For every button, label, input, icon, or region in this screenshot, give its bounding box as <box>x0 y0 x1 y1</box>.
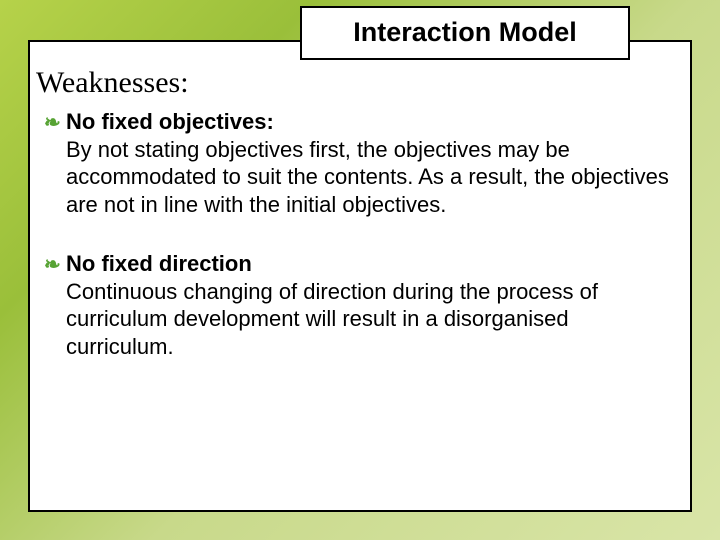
bullet-body-text: By not stating objectives first, the obj… <box>66 136 676 219</box>
bullet-head-line: ❧ No fixed objectives: <box>44 108 676 136</box>
title-plate: Interaction Model <box>300 6 630 60</box>
bullet-head-text: No fixed objectives: <box>66 108 274 136</box>
weaknesses-heading: Weaknesses: <box>36 66 189 100</box>
slide-title: Interaction Model <box>353 18 577 48</box>
bullet-item: ❧ No fixed objectives: By not stating ob… <box>44 108 676 218</box>
bullet-head-line: ❧ No fixed direction <box>44 250 676 278</box>
flourish-icon: ❧ <box>44 111 66 135</box>
body-content: ❧ No fixed objectives: By not stating ob… <box>44 108 676 392</box>
bullet-head-text: No fixed direction <box>66 250 252 278</box>
bullet-body-text: Continuous changing of direction during … <box>66 278 676 361</box>
flourish-icon: ❧ <box>44 253 66 277</box>
bullet-item: ❧ No fixed direction Continuous changing… <box>44 250 676 360</box>
slide-background: Interaction Model Weaknesses: ❧ No fixed… <box>0 0 720 540</box>
